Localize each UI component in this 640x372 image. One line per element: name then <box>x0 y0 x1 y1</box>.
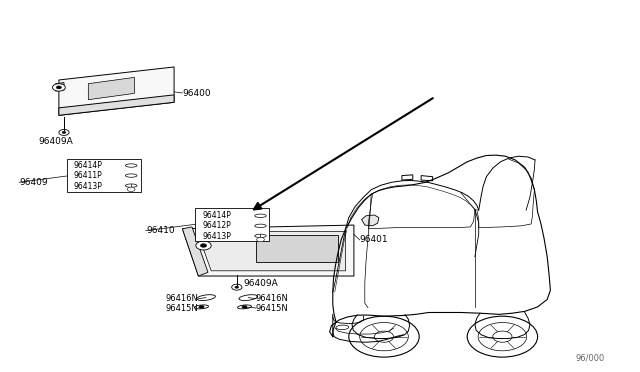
Polygon shape <box>197 231 346 271</box>
Circle shape <box>127 187 135 192</box>
Text: 96413P: 96413P <box>202 232 231 241</box>
Circle shape <box>232 284 242 290</box>
Circle shape <box>56 86 61 89</box>
Circle shape <box>196 241 211 250</box>
Text: 96416N: 96416N <box>256 294 289 303</box>
Text: 96409: 96409 <box>19 178 48 187</box>
Polygon shape <box>59 95 174 115</box>
Text: 96401: 96401 <box>360 235 388 244</box>
Text: 96415N: 96415N <box>166 304 198 312</box>
Circle shape <box>257 237 264 242</box>
Polygon shape <box>182 227 208 276</box>
Polygon shape <box>362 215 379 226</box>
Bar <box>195 208 269 241</box>
Polygon shape <box>56 83 64 91</box>
Text: 96409A: 96409A <box>38 137 73 146</box>
Text: 96414P: 96414P <box>202 211 231 220</box>
Text: 96415N: 96415N <box>256 304 289 312</box>
Circle shape <box>62 131 66 134</box>
Bar <box>67 159 141 192</box>
Text: 96412P: 96412P <box>202 221 231 230</box>
Circle shape <box>235 286 239 288</box>
Polygon shape <box>88 77 134 100</box>
Circle shape <box>200 244 207 247</box>
Polygon shape <box>59 67 174 115</box>
Circle shape <box>242 305 247 308</box>
Text: 96410: 96410 <box>146 226 175 235</box>
Text: 96400: 96400 <box>182 89 211 97</box>
Circle shape <box>59 129 69 135</box>
Text: 96414P: 96414P <box>74 161 102 170</box>
Polygon shape <box>256 235 338 262</box>
Text: 96/000: 96/000 <box>576 353 605 362</box>
Circle shape <box>52 84 65 91</box>
Text: 96413P: 96413P <box>74 182 102 190</box>
Polygon shape <box>182 225 354 276</box>
Circle shape <box>199 305 204 308</box>
Text: 96409A: 96409A <box>243 279 278 288</box>
Text: 96416N: 96416N <box>166 294 198 303</box>
Text: 96411P: 96411P <box>74 171 102 180</box>
